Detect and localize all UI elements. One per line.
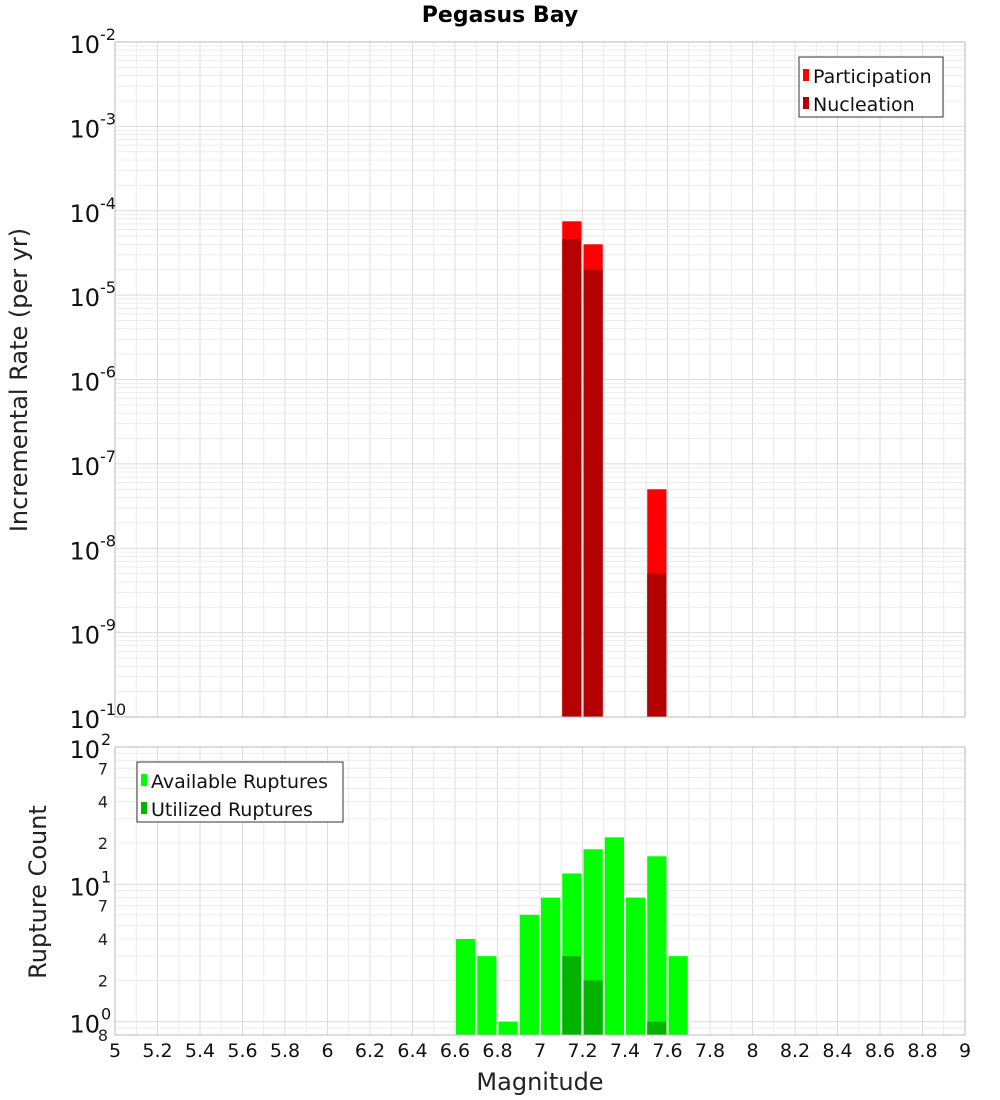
x-tick-label: 7 [534, 1040, 546, 1062]
y-tick-exponent: 1 [101, 867, 111, 886]
y-tick-label: 10 [69, 284, 100, 312]
y-tick-label: 10 [69, 1011, 100, 1039]
x-tick-label: 5 [109, 1040, 121, 1062]
available-ruptures-bar [456, 939, 476, 1035]
y-tick-label: 10 [69, 873, 100, 901]
y-tick-label: 10 [69, 369, 100, 397]
y-tick-label: 10 [69, 31, 100, 59]
x-tick-label: 5.2 [142, 1040, 172, 1062]
x-tick-label: 7.2 [567, 1040, 597, 1062]
x-tick-label: 5.4 [185, 1040, 215, 1062]
y-tick-label: 4 [98, 793, 108, 812]
x-tick-label: 7.8 [695, 1040, 725, 1062]
y-tick-exponent: -6 [100, 363, 116, 382]
x-tick-label: 8.2 [780, 1040, 810, 1062]
y-tick-label: 8 [98, 1026, 108, 1045]
legend-label: Utilized Ruptures [151, 799, 313, 821]
y-tick-exponent: -8 [100, 531, 116, 550]
utilized-ruptures-bar [562, 956, 582, 1035]
x-tick-label: 8.4 [822, 1040, 852, 1062]
nucleation-bar [562, 239, 582, 717]
y-tick-label: 10 [69, 200, 100, 228]
utilized-ruptures-bar [583, 980, 603, 1035]
legend-swatch [141, 774, 147, 786]
available-ruptures-bar [626, 897, 646, 1035]
bottom-legend: Available Ruptures Utilized Ruptures [136, 761, 344, 823]
legend-swatch [141, 802, 147, 814]
available-ruptures-bar [647, 856, 667, 1035]
top-grid [114, 42, 966, 718]
x-tick-label: 8.6 [865, 1040, 895, 1062]
x-tick-label: 7.6 [652, 1040, 682, 1062]
y-tick-exponent: -10 [100, 700, 126, 719]
y-tick-label: 2 [98, 971, 108, 990]
chart-title: Pegasus Bay [422, 3, 578, 28]
x-tick-label: 5.8 [270, 1040, 300, 1062]
nucleation-bar [583, 269, 603, 717]
y-tick-label: 10 [69, 706, 100, 734]
x-tick-label: 6.2 [355, 1040, 385, 1062]
y-tick-label: 10 [69, 736, 100, 764]
bottom-plot-frame [114, 746, 966, 1036]
x-tick-label: 6.8 [482, 1040, 512, 1062]
top-bars [562, 221, 667, 718]
utilized-ruptures-bar [647, 1021, 667, 1035]
x-tick-label: 6 [321, 1040, 333, 1062]
legend-label: Nucleation [813, 94, 915, 116]
bottom-y-axis-label: Rupture Count [24, 805, 52, 979]
legend-box [136, 761, 344, 823]
available-ruptures-bar [519, 914, 539, 1035]
available-ruptures-bar [541, 897, 561, 1035]
y-tick-label: 2 [98, 834, 108, 853]
y-tick-label: 10 [69, 115, 100, 143]
y-tick-exponent: -7 [100, 447, 116, 466]
legend-label: Available Ruptures [151, 771, 328, 793]
y-tick-exponent: 2 [101, 730, 111, 749]
y-tick-label: 7 [98, 759, 108, 778]
y-tick-label: 10 [69, 622, 100, 650]
available-ruptures-bar [668, 956, 688, 1035]
x-tick-label: 5.6 [227, 1040, 257, 1062]
legend-box [798, 56, 944, 118]
bottom-bars [456, 837, 688, 1035]
legend-swatch [803, 69, 809, 81]
y-tick-label: 10 [69, 537, 100, 565]
x-tick-label: 6.6 [440, 1040, 470, 1062]
y-tick-exponent: 0 [101, 1005, 111, 1024]
y-tick-exponent: -2 [100, 25, 116, 44]
bottom-x-ticks: 5 5.2 5.4 5.6 5.8 6 6.2 6.4 6.6 6.8 7 7.2 7.4 7.6 7.8 8… [109, 1040, 971, 1062]
legend-label: Participation [813, 66, 932, 88]
y-tick-label: 4 [98, 930, 108, 949]
y-tick-exponent: -4 [100, 194, 116, 213]
x-tick-label: 8 [746, 1040, 758, 1062]
x-tick-label: 6.4 [397, 1040, 427, 1062]
available-ruptures-bar [477, 956, 497, 1035]
y-tick-exponent: -3 [100, 109, 116, 128]
x-axis-label: Magnitude [476, 1068, 603, 1096]
available-ruptures-bar [498, 1021, 518, 1035]
top-y-axis-label: Incremental Rate (per yr) [5, 228, 33, 532]
available-ruptures-bar [604, 837, 624, 1035]
y-tick-label: 7 [98, 897, 108, 916]
top-legend: Participation Nucleation [798, 56, 944, 118]
top-plot-frame [114, 41, 966, 718]
x-tick-label: 7.4 [610, 1040, 640, 1062]
nucleation-bar [647, 573, 667, 717]
y-tick-label: 10 [69, 453, 100, 481]
y-tick-exponent: -5 [100, 278, 116, 297]
legend-swatch [803, 97, 809, 109]
x-tick-label: 9 [959, 1040, 971, 1062]
x-tick-label: 8.8 [907, 1040, 937, 1062]
y-tick-exponent: -9 [100, 616, 116, 635]
